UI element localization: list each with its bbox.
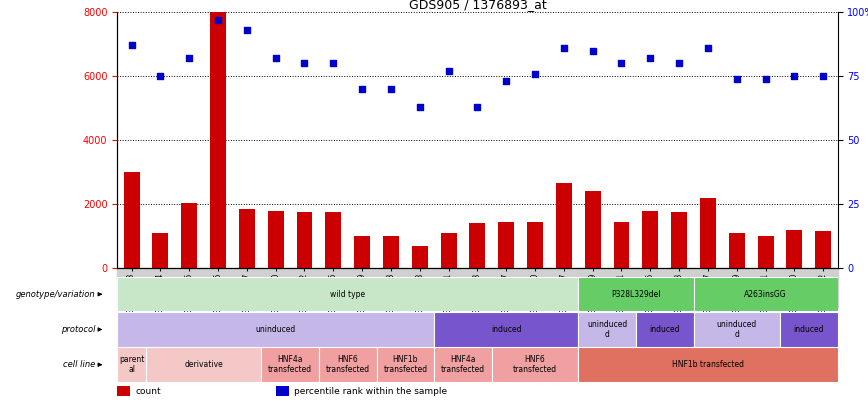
Point <box>701 45 715 51</box>
Bar <box>556 183 572 268</box>
Bar <box>498 222 514 268</box>
Point <box>787 73 801 79</box>
Text: HNF1b transfected: HNF1b transfected <box>672 360 744 369</box>
Point <box>499 78 513 85</box>
Bar <box>210 11 226 268</box>
Text: wild type: wild type <box>330 290 365 299</box>
Bar <box>614 222 629 268</box>
Bar <box>758 236 773 268</box>
Point <box>528 70 542 77</box>
Text: count: count <box>135 387 161 396</box>
Point <box>442 68 456 74</box>
Title: GDS905 / 1376893_at: GDS905 / 1376893_at <box>409 0 546 11</box>
Text: HNF6
transfected: HNF6 transfected <box>513 355 557 374</box>
Bar <box>492 347 578 382</box>
Bar <box>261 347 319 382</box>
Bar <box>578 277 694 311</box>
Bar <box>117 386 130 396</box>
Text: induced: induced <box>649 325 680 334</box>
Bar <box>470 223 485 268</box>
Text: HNF4a
transfected: HNF4a transfected <box>268 355 312 374</box>
Text: HNF6
transfected: HNF6 transfected <box>326 355 370 374</box>
Point <box>211 17 225 23</box>
Bar <box>434 347 492 382</box>
Bar <box>319 347 377 382</box>
Point <box>269 55 283 62</box>
Bar <box>441 233 457 268</box>
Point <box>586 47 600 54</box>
Text: percentile rank within the sample: percentile rank within the sample <box>293 387 447 396</box>
Point <box>557 45 571 51</box>
Bar <box>642 211 658 268</box>
Bar <box>780 312 838 347</box>
Point <box>182 55 196 62</box>
Text: derivative: derivative <box>184 360 223 369</box>
Bar <box>434 312 578 347</box>
Bar <box>117 268 838 307</box>
Point <box>326 60 340 66</box>
Point <box>154 73 168 79</box>
Bar <box>729 233 745 268</box>
Point <box>643 55 657 62</box>
Point <box>672 60 686 66</box>
Point <box>730 75 744 82</box>
Text: uninduced
d: uninduced d <box>717 320 757 339</box>
Text: uninduced: uninduced <box>255 325 296 334</box>
Text: parent
al: parent al <box>119 355 144 374</box>
Bar <box>786 230 802 268</box>
Point <box>384 86 398 92</box>
Point <box>413 104 427 110</box>
Text: P328L329del: P328L329del <box>611 290 661 299</box>
Bar <box>585 191 601 268</box>
Text: HNF4a
transfected: HNF4a transfected <box>441 355 485 374</box>
Bar <box>671 212 687 268</box>
Bar <box>267 211 284 268</box>
Bar <box>354 236 370 268</box>
Bar <box>146 347 261 382</box>
Bar <box>694 312 780 347</box>
Text: protocol: protocol <box>61 325 95 334</box>
Point <box>816 73 830 79</box>
Bar <box>239 209 255 268</box>
Text: genotype/variation: genotype/variation <box>16 290 95 299</box>
Bar <box>377 347 434 382</box>
Bar <box>383 236 399 268</box>
Bar <box>636 312 694 347</box>
Point <box>470 104 484 110</box>
Bar <box>297 212 312 268</box>
Bar <box>117 347 146 382</box>
Bar <box>527 222 543 268</box>
Text: induced: induced <box>793 325 824 334</box>
Bar <box>326 212 341 268</box>
Bar <box>700 198 716 268</box>
Bar <box>815 231 832 268</box>
Bar <box>694 277 838 311</box>
Bar <box>123 172 140 268</box>
Point <box>759 75 773 82</box>
Bar <box>578 347 838 382</box>
Bar <box>411 246 428 268</box>
Bar <box>117 312 434 347</box>
Bar <box>153 233 168 268</box>
Text: uninduced
d: uninduced d <box>587 320 628 339</box>
Bar <box>276 386 289 396</box>
Text: induced: induced <box>491 325 522 334</box>
Point <box>615 60 628 66</box>
Point <box>355 86 369 92</box>
Text: cell line: cell line <box>63 360 95 369</box>
Bar <box>181 202 197 268</box>
Point <box>125 42 139 49</box>
Point <box>298 60 312 66</box>
Bar <box>117 277 578 311</box>
Point <box>240 27 253 33</box>
Bar <box>578 312 636 347</box>
Text: A263insGG: A263insGG <box>744 290 787 299</box>
Text: HNF1b
transfected: HNF1b transfected <box>384 355 427 374</box>
